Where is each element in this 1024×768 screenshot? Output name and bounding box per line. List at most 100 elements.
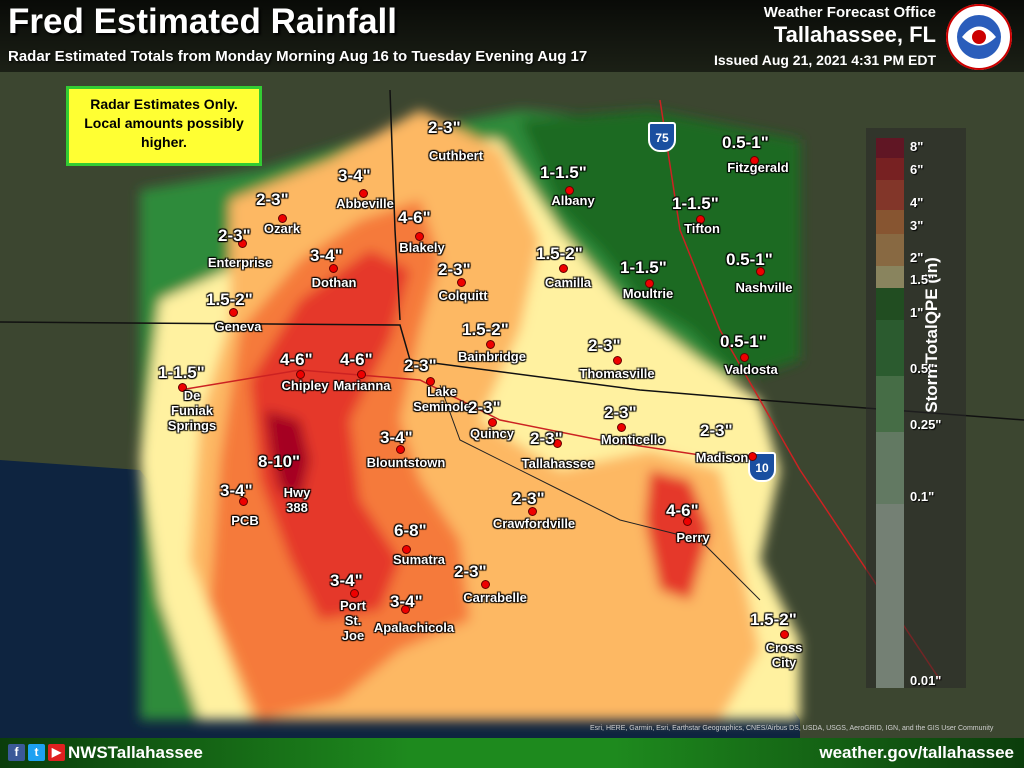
rain-amount-valdosta: 0.5-1" — [720, 332, 767, 351]
rain-amount-cuthbert: 2-3" — [428, 118, 461, 137]
city-marker-carrabelle — [481, 580, 490, 589]
note-line-2: Local amounts possibly — [84, 115, 244, 131]
radar-disclaimer-note: Radar Estimates Only. Local amounts poss… — [66, 86, 262, 166]
city-marker-albany — [565, 186, 574, 195]
note-line-1: Radar Estimates Only. — [90, 96, 238, 112]
city-label-bainbridge: Bainbridge — [458, 349, 526, 364]
legend-panel — [866, 128, 966, 688]
rain-amount-pcb: 3-4" — [220, 481, 253, 500]
city-marker-lake-seminole — [426, 377, 435, 386]
legend-tick-label: 0.01" — [910, 673, 942, 688]
rain-amount-fitzgerald: 0.5-1" — [722, 133, 769, 152]
nws-logo-icon — [946, 4, 1012, 70]
rain-amount-hwy-388: 8-10" — [258, 452, 301, 471]
city-label-fitzgerald: Fitzgerald — [727, 160, 789, 175]
city-marker-fitzgerald — [750, 156, 759, 165]
twitter-icon[interactable]: t — [28, 744, 45, 761]
social-handle[interactable]: NWSTallahassee — [68, 743, 203, 762]
city-label-quincy: Quincy — [469, 426, 515, 441]
city-label-apalachicola: Apalachicola — [373, 620, 455, 635]
city-label-carrabelle: Carrabelle — [463, 590, 527, 605]
city-label-geneva: Geneva — [214, 319, 262, 334]
legend-tick-label: 0.25" — [910, 417, 942, 432]
footer-bar: f t ▶ NWSTallahassee weather.gov/tallaha… — [0, 738, 1024, 768]
website-link[interactable]: weather.gov/tallahassee — [819, 743, 1014, 762]
city-label-tifton: Tifton — [684, 221, 720, 236]
city-label-crawfordville: Crawfordville — [492, 516, 576, 531]
rain-amount-thomasville: 2-3" — [588, 336, 621, 355]
city-marker-valdosta — [740, 353, 749, 362]
rain-amount-quincy: 2-3" — [468, 398, 501, 417]
rain-zone-darkgreen — [520, 110, 800, 380]
city-marker-cuthbert — [457, 151, 466, 160]
city-marker-enterprise — [238, 239, 247, 248]
rain-amount-camilla: 1.5-2" — [536, 244, 583, 263]
rain-amount-port-st-joe: 3-4" — [330, 571, 363, 590]
social-icons: f t ▶ — [8, 744, 65, 761]
youtube-icon[interactable]: ▶ — [48, 744, 65, 761]
interstate-75-shield-icon: 75 — [648, 122, 676, 152]
city-label-pcb: PCB — [231, 513, 259, 528]
rain-zone-red — [250, 250, 410, 620]
city-label-chipley: Chipley — [281, 378, 329, 393]
city-marker-camilla — [559, 264, 568, 273]
city-label-port-st-joe: Port St. Joe — [340, 598, 366, 643]
city-marker-nashville — [756, 267, 765, 276]
city-marker-cross-city — [780, 630, 789, 639]
rain-amount-chipley: 4-6" — [280, 350, 313, 369]
city-marker-de-funiak-springs — [178, 383, 187, 392]
rain-amount-colquitt: 2-3" — [438, 260, 471, 279]
rain-amount-blountstown: 3-4" — [380, 428, 413, 447]
city-label-abbeville: Abbeville — [336, 196, 394, 211]
city-marker-colquitt — [457, 278, 466, 287]
map-subtitle: Radar Estimated Totals from Monday Morni… — [8, 48, 588, 65]
legend-tick-label: 0.1" — [910, 489, 935, 504]
rain-amount-crawfordville: 2-3" — [512, 489, 545, 508]
city-marker-dothan — [329, 264, 338, 273]
office-city: Tallahassee, FL — [773, 22, 936, 47]
city-label-marianna: Marianna — [333, 378, 391, 393]
rain-amount-tifton: 1-1.5" — [672, 194, 719, 213]
legend-tick-label: 0.5" — [910, 361, 935, 376]
rain-amount-marianna: 4-6" — [340, 350, 373, 369]
city-marker-geneva — [229, 308, 238, 317]
city-marker-abbeville — [359, 189, 368, 198]
city-label-blountstown: Blountstown — [366, 455, 446, 470]
rain-amount-geneva: 1.5-2" — [206, 290, 253, 309]
rain-amount-bainbridge: 1.5-2" — [462, 320, 509, 339]
city-marker-tifton — [696, 215, 705, 224]
rain-amount-carrabelle: 2-3" — [454, 562, 487, 581]
legend-tick-label: 3" — [910, 218, 924, 233]
city-marker-madison — [748, 452, 757, 461]
city-marker-hwy-388 — [276, 462, 285, 471]
city-label-dothan: Dothan — [311, 275, 357, 290]
legend-tick-label: 1" — [910, 305, 924, 320]
city-label-madison: Madison — [695, 450, 749, 465]
city-marker-sumatra — [402, 545, 411, 554]
city-label-valdosta: Valdosta — [724, 362, 778, 377]
map-title: Fred Estimated Rainfall — [8, 2, 397, 41]
city-marker-blakely — [415, 232, 424, 241]
city-marker-pcb — [239, 497, 248, 506]
rain-amount-lake-seminole: 2-3" — [404, 356, 437, 375]
rain-amount-dothan: 3-4" — [310, 246, 343, 265]
facebook-icon[interactable]: f — [8, 744, 25, 761]
rain-amount-blakely: 4-6" — [398, 208, 431, 227]
rain-amount-de-funiak-springs: 1-1.5" — [158, 363, 205, 382]
city-marker-thomasville — [613, 356, 622, 365]
city-marker-crawfordville — [528, 507, 537, 516]
legend-tick-label: 4" — [910, 195, 924, 210]
rain-zone-darkred — [265, 410, 310, 500]
map-credits: Esri, HERE, Garmin, Esri, Earthstar Geog… — [590, 725, 994, 732]
rain-amount-monticello: 2-3" — [604, 403, 637, 422]
legend-tick-label: 8" — [910, 139, 924, 154]
city-marker-moultrie — [645, 279, 654, 288]
city-label-nashville: Nashville — [735, 280, 793, 295]
rain-zone-perry — [645, 470, 710, 600]
header-bar: Fred Estimated Rainfall Radar Estimated … — [0, 0, 1024, 72]
city-marker-bainbridge — [486, 340, 495, 349]
city-marker-perry — [683, 517, 692, 526]
rain-amount-enterprise: 2-3" — [218, 226, 251, 245]
rain-amount-cross-city: 1.5-2" — [750, 610, 797, 629]
